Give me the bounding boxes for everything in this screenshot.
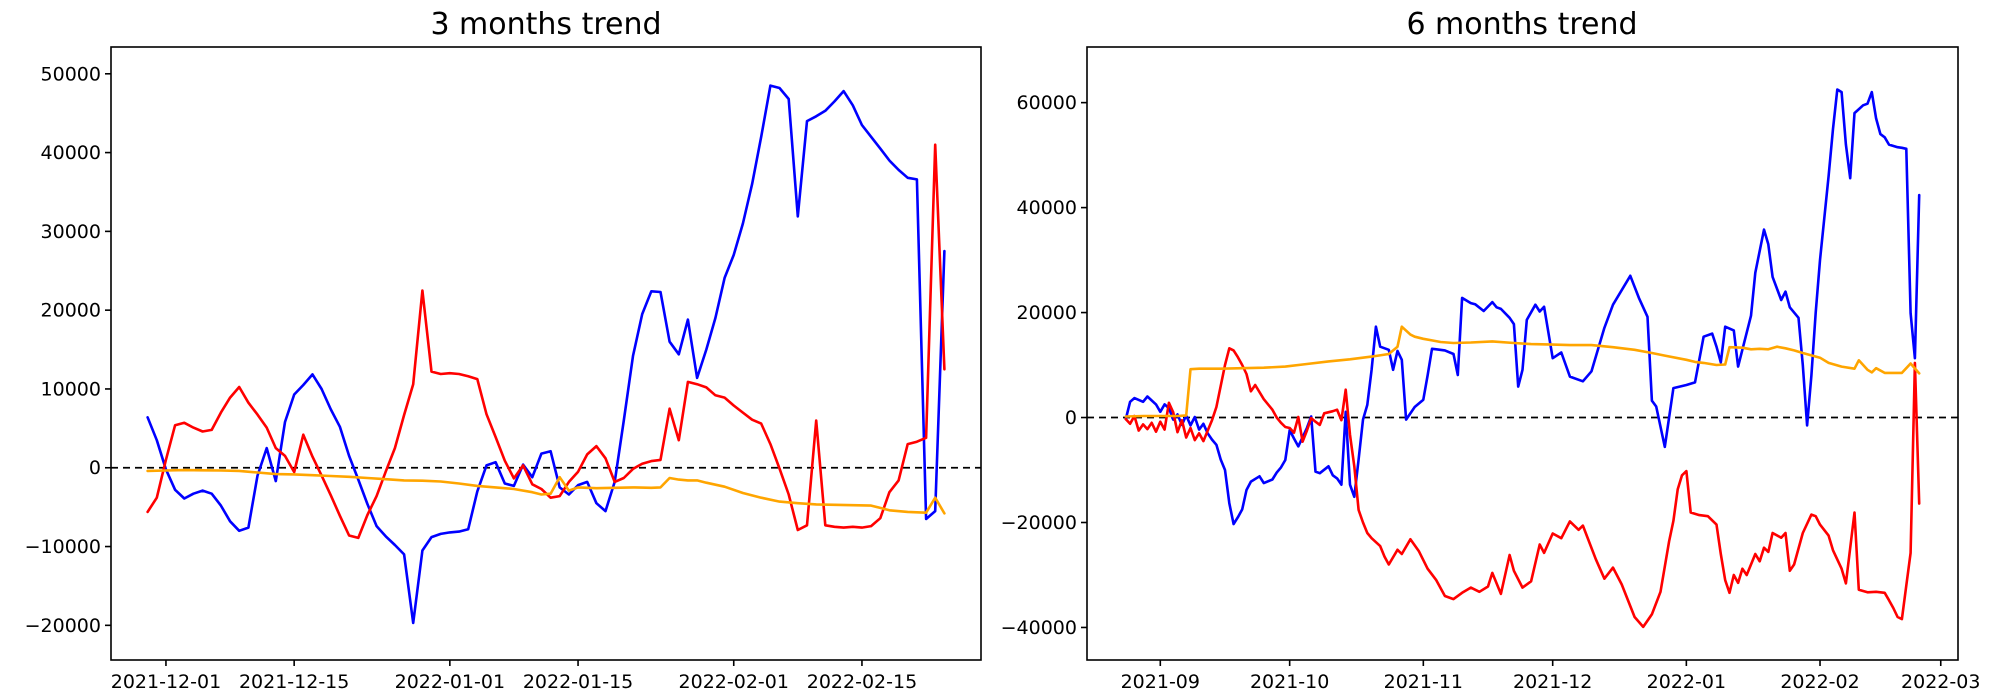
- y-axis: 60000 40000 20000 0 −20000 −40000: [1001, 92, 1087, 639]
- y-tick-label: 20000: [1017, 302, 1077, 324]
- x-tick-label: 2022-02: [1780, 671, 1859, 693]
- y-tick-label: −20000: [1001, 512, 1077, 534]
- x-tick-label: 2021-11: [1384, 671, 1463, 693]
- series-line-blue: [1124, 88, 1921, 526]
- x-axis: 2021-12-01 2021-12-15 2022-01-01 2022-01-15…: [111, 660, 917, 693]
- x-tick-label: 2022-02-15: [807, 671, 917, 693]
- x-tick-label: 2022-01-01: [395, 671, 505, 693]
- x-tick-label: 2021-12-15: [239, 671, 349, 693]
- chart-3-months-trend: 50000 40000 30000 20000 10000 0 −10000 −20000 20…: [25, 46, 982, 693]
- y-tick-label: 10000: [41, 378, 101, 400]
- x-tick-label: 2022-03: [1901, 671, 1980, 693]
- x-tick-label: 2022-01: [1647, 671, 1726, 693]
- x-tick-label: 2021-09: [1121, 671, 1200, 693]
- y-tick-label: 0: [1065, 407, 1077, 429]
- y-tick-label: 30000: [41, 221, 101, 243]
- x-tick-label: 2021-12: [1513, 671, 1592, 693]
- y-axis: 50000 40000 30000 20000 10000 0 −10000 −20000: [25, 63, 111, 637]
- series-line-orange: [146, 468, 946, 515]
- x-tick-label: 2022-01-15: [523, 671, 633, 693]
- y-tick-label: 40000: [41, 142, 101, 164]
- y-tick-label: −10000: [25, 536, 101, 558]
- plot-border: [1086, 46, 1959, 661]
- y-tick-label: 40000: [1017, 197, 1077, 219]
- x-axis: 2021-09 2021-10 2021-11 2021-12 2022-01 2022-…: [1121, 660, 1980, 693]
- plot-border: [110, 46, 982, 661]
- y-tick-label: −20000: [25, 615, 101, 637]
- series-line-orange: [1124, 325, 1921, 418]
- y-tick-label: 0: [89, 457, 101, 479]
- y-tick-label: 20000: [41, 300, 101, 322]
- chart-title-3-months: 3 months trend: [430, 7, 661, 42]
- y-tick-label: 50000: [41, 63, 101, 85]
- y-tick-label: 60000: [1017, 92, 1077, 114]
- y-tick-label: −40000: [1001, 617, 1077, 639]
- series-line-red: [1124, 346, 1921, 629]
- chart-title-6-months: 6 months trend: [1406, 7, 1637, 42]
- x-tick-label: 2021-12-01: [111, 671, 221, 693]
- x-tick-label: 2022-02-01: [679, 671, 789, 693]
- x-tick-label: 2021-10: [1250, 671, 1329, 693]
